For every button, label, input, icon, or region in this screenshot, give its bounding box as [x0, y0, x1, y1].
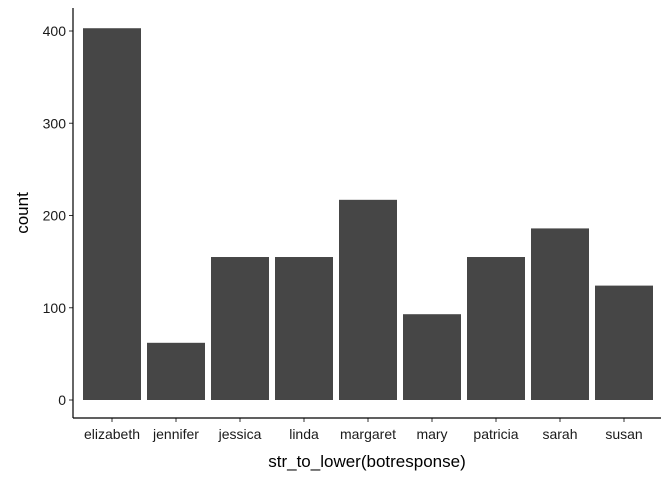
- x-tick-label: margaret: [340, 426, 396, 442]
- bar-sarah: [531, 228, 589, 400]
- x-tick-label: elizabeth: [84, 426, 140, 442]
- y-axis-title: count: [13, 192, 32, 234]
- x-tick-label: linda: [289, 426, 319, 442]
- x-tick-label: sarah: [542, 426, 577, 442]
- x-tick-label: mary: [416, 426, 447, 442]
- x-axis-ticks: elizabeth jennifer jessica linda margaret mar…: [84, 418, 643, 442]
- bar-jessica: [211, 257, 269, 400]
- bar-linda: [275, 257, 333, 400]
- bar-elizabeth: [83, 28, 141, 400]
- x-tick-label: jennifer: [152, 426, 199, 442]
- y-axis-ticks: 0 100 200 300 400: [43, 23, 73, 408]
- y-tick-label: 200: [43, 208, 67, 224]
- y-tick-label: 300: [43, 115, 67, 131]
- bars-group: [83, 28, 653, 400]
- y-tick-label: 100: [43, 300, 67, 316]
- bar-margaret: [339, 199, 397, 400]
- x-tick-label: patricia: [473, 426, 518, 442]
- bar-susan: [595, 285, 653, 400]
- bar-jennifer: [147, 342, 205, 400]
- x-axis-title: str_to_lower(botresponse): [268, 452, 465, 471]
- y-tick-label: 0: [58, 392, 66, 408]
- bar-patricia: [467, 257, 525, 400]
- bar-mary: [403, 314, 461, 400]
- x-tick-label: jessica: [218, 426, 262, 442]
- y-tick-label: 400: [43, 23, 67, 39]
- x-tick-label: susan: [605, 426, 642, 442]
